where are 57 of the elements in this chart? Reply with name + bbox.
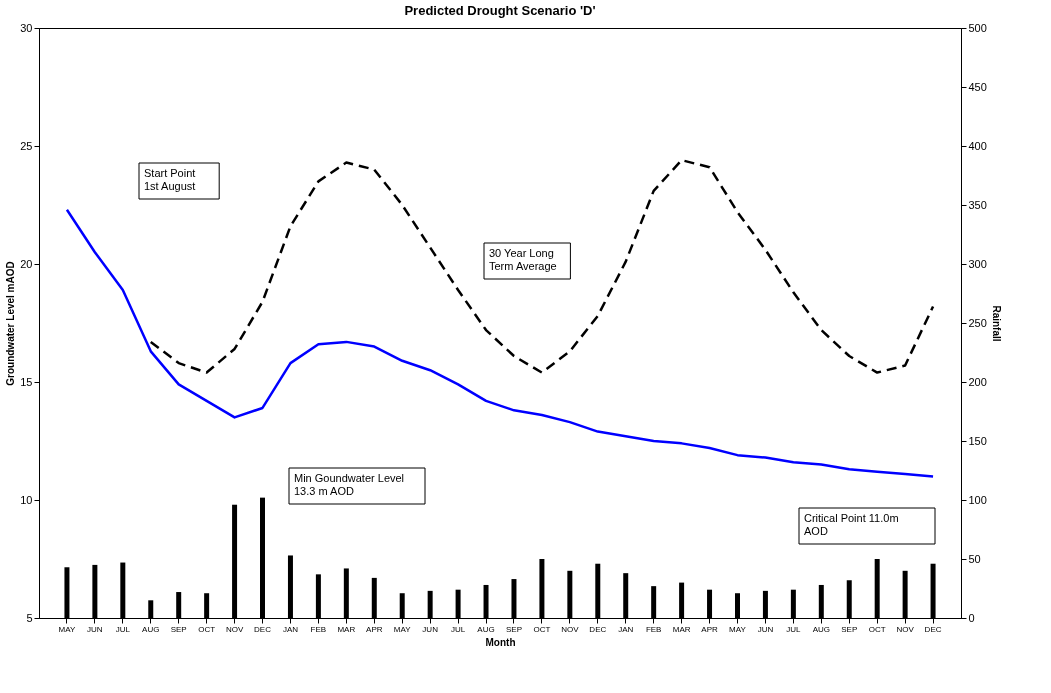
x-tick-label: AUG [477, 624, 495, 634]
y2-tick-label: 50 [968, 552, 981, 565]
x-tick-label: JUN [87, 624, 103, 634]
y-tick-label: 20 [20, 257, 33, 270]
y2-tick-label: 0 [968, 611, 975, 624]
x-tick-label: JAN [282, 624, 299, 634]
x-tick-label: AUG [142, 624, 160, 634]
x-tick-label: JUL [115, 624, 131, 634]
y2-tick-label: 450 [968, 80, 987, 93]
annotation: Min Goundwater Level 13.3 m AOD [294, 472, 405, 497]
x-tick-label: SEP [841, 624, 858, 634]
x-tick-label: AUG [812, 624, 830, 634]
x-tick-label: NOV [896, 624, 915, 634]
chart-title: Predicted Drought Scenario 'D' [404, 3, 596, 18]
y2-tick-label: 400 [968, 139, 987, 152]
x-tick-label: OCT [533, 624, 551, 634]
x-tick-label: DEC [924, 624, 942, 634]
x-tick-label: MAY [393, 624, 412, 634]
annotation: Start Point 1st August [144, 167, 196, 192]
x-tick-label: DEC [589, 624, 607, 634]
x-tick-label: JUN [757, 624, 774, 634]
x-tick-label: MAR [672, 624, 691, 634]
x-tick-label: JUL [786, 624, 802, 634]
x-tick-label: JUN [422, 624, 439, 634]
x-tick-label: JAN [618, 624, 634, 634]
y-tick-label: 15 [20, 375, 33, 388]
y2-tick-label: 250 [968, 316, 987, 329]
x-tick-label: MAY [58, 624, 76, 634]
x-tick-label: DEC [254, 624, 272, 634]
x-tick-label: JUL [450, 624, 466, 634]
x-tick-label: SEP [170, 624, 187, 634]
annotation: 30 Year Long Term Average [489, 247, 557, 272]
y2-tick-label: 200 [968, 375, 987, 388]
y2-tick-label: 300 [968, 257, 987, 270]
y-axis-title: Groundwater Level mAOD [5, 261, 17, 386]
y-tick-label: 10 [20, 493, 33, 506]
x-tick-label: MAY [729, 624, 747, 634]
x-tick-label: OCT [868, 624, 886, 634]
x-tick-label: OCT [198, 624, 216, 634]
annotation: Critical Point 11.0m AOD [804, 512, 899, 537]
y-tick-label: 5 [26, 611, 33, 624]
x-tick-label: SEP [505, 624, 522, 634]
x-tick-label: FEB [645, 624, 662, 634]
y2-tick-label: 100 [968, 493, 987, 506]
y2-tick-label: 500 [968, 21, 987, 34]
y2-axis-title: Rainfall [990, 305, 1002, 342]
x-tick-label: FEB [310, 624, 327, 634]
y-tick-label: 25 [20, 139, 33, 152]
y2-tick-label: 150 [968, 434, 987, 447]
x-tick-label: NOV [225, 624, 244, 634]
x-tick-label: APR [701, 624, 718, 634]
x-tick-label: APR [366, 624, 383, 634]
x-tick-label: MAR [337, 624, 356, 634]
x-tick-label: NOV [561, 624, 580, 634]
x-axis-title: Month [485, 636, 516, 648]
y-tick-label: 30 [20, 21, 33, 34]
y2-tick-label: 350 [968, 198, 987, 211]
